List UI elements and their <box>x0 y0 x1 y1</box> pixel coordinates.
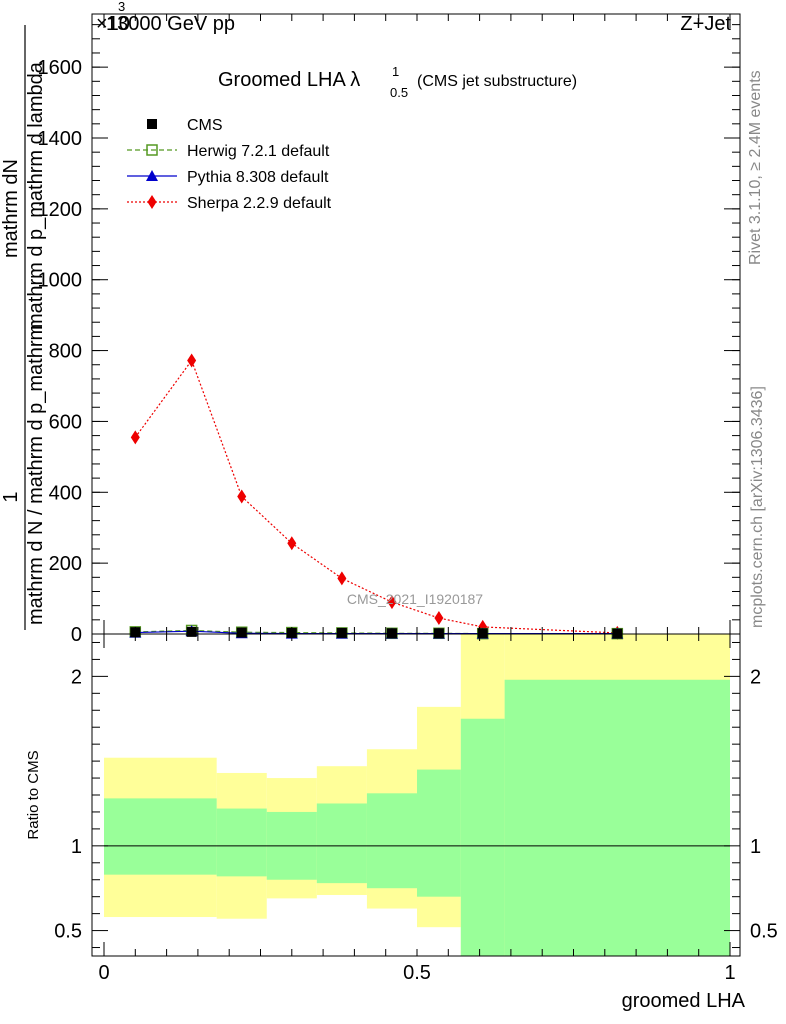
title-symbol: λ <box>350 69 360 91</box>
top-ytick-label: 1600 <box>38 57 83 79</box>
cms-point <box>236 627 247 638</box>
ratio-ytick-label: 1 <box>71 836 82 858</box>
multiplier-exponent: 3 <box>118 0 125 14</box>
ylabel-den: mathrm d p_mathrm d lambda <box>25 61 47 330</box>
sherpa-point <box>287 536 297 551</box>
legend-cms-label: CMS <box>187 117 223 134</box>
sherpa-point <box>130 430 140 445</box>
legend-herwig-label: Herwig 7.2.1 default <box>187 143 330 160</box>
legend-sherpa-marker <box>147 195 157 209</box>
ratio-ytick-label: 2 <box>71 666 82 688</box>
ratio-ytick-label: 0.5 <box>54 921 82 943</box>
rivet-label: Rivet 3.1.10, ≥ 2.4M events <box>747 70 764 265</box>
sherpa-point <box>187 353 197 368</box>
inner-band-bin <box>417 769 461 897</box>
top-ytick-label: 1000 <box>38 270 83 292</box>
title-main: Groomed LHA λ <box>218 69 360 91</box>
ylabel-prefix: 1 <box>0 491 22 502</box>
ratio-ytick-label-right: 1 <box>750 836 761 858</box>
ylabel-num: mathrm dN <box>0 159 22 258</box>
sherpa-point <box>237 489 247 504</box>
title-superscript: 1 <box>392 64 399 79</box>
top-ytick-label: 400 <box>49 482 82 504</box>
header-right: Z+Jet <box>680 13 731 35</box>
inner-band-bin <box>366 793 417 889</box>
pythia-line <box>135 630 618 635</box>
mcplots-label: mcplots.cern.ch [arXiv:1306.3436] <box>749 386 766 628</box>
title-note: (CMS jet substructure) <box>417 73 577 90</box>
legend-pythia-label: Pythia 8.308 default <box>187 169 329 186</box>
inner-band-bin <box>316 803 367 884</box>
top-ytick-label: 200 <box>49 553 82 575</box>
ylabel-prefix-den: mathrm d N / mathrm d p_mathrm <box>25 324 47 625</box>
top-ytick-label: 800 <box>49 341 82 363</box>
top-ytick-label: 0 <box>71 624 82 646</box>
xtick-label: 1 <box>724 962 735 984</box>
title-text: Groomed LHA <box>218 69 346 91</box>
ratio-ylabel: Ratio to CMS <box>25 750 42 839</box>
legend-pythia-marker <box>146 170 158 181</box>
top-ytick-label: 1400 <box>38 128 83 150</box>
plot-title: Groomed LHA λ 1 0.5 (CMS jet substructur… <box>218 64 577 100</box>
inner-band-bin <box>216 808 267 877</box>
top-axis-ticks: 0 200 400 600 800 1000 1200 1400 1600 <box>38 14 740 646</box>
ratio-ytick-label-right: 0.5 <box>750 921 778 943</box>
xtick-label: 0 <box>98 962 109 984</box>
watermark: CMS_2021_I1920187 <box>347 591 483 607</box>
legend-herwig-marker <box>146 144 158 156</box>
legend-cms-marker <box>147 119 157 129</box>
xtick-label: 0.5 <box>403 962 431 984</box>
top-ytick-label: 1200 <box>38 199 83 221</box>
cms-point <box>433 628 444 639</box>
title-subscript: 0.5 <box>390 85 408 100</box>
ratio-axis-ticks: 0.5 0.5 1 1 2 2 0 0.5 1 <box>54 634 778 984</box>
ratio-ytick-label-right: 2 <box>750 666 761 688</box>
inner-band-bin <box>460 718 505 956</box>
ratio-inner-band <box>104 679 730 956</box>
sherpa-point <box>337 571 347 586</box>
xlabel: groomed LHA <box>622 990 746 1012</box>
cms-point <box>477 628 488 639</box>
inner-band-bin <box>104 798 217 875</box>
top-panel-frame <box>91 13 741 635</box>
sherpa-point <box>434 611 444 626</box>
legend-sherpa-label: Sherpa 2.2.9 default <box>187 195 332 212</box>
legend: CMS Herwig 7.2.1 default Pythia 8.308 defa… <box>127 117 332 212</box>
sherpa-point <box>387 595 397 610</box>
header-left: 13000 GeV pp <box>106 13 235 35</box>
cms-point <box>186 626 197 637</box>
top-ylabel: mathrm d N / mathrm d p_mathrm 1 mathrm … <box>0 25 47 630</box>
cms-point <box>386 628 397 639</box>
top-ytick-label: 600 <box>49 411 82 433</box>
inner-band-bin <box>504 679 730 956</box>
cms-point <box>336 627 347 638</box>
